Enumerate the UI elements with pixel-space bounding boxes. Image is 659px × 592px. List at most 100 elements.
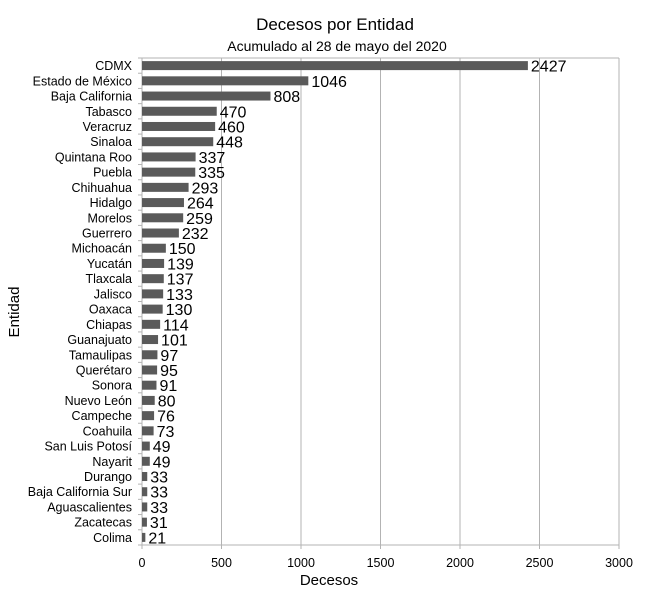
category-label: Estado de México — [33, 74, 132, 88]
bar — [142, 91, 271, 101]
category-label: Morelos — [88, 211, 132, 225]
category-label: Colima — [93, 531, 132, 545]
x-tick-label: 2500 — [526, 556, 554, 570]
bar — [142, 502, 148, 512]
bar — [142, 319, 161, 329]
x-axis-label: Decesos — [300, 572, 358, 589]
data-labels: 2427 1046 808 47046044833733529326425923215… — [148, 59, 566, 548]
bar — [142, 228, 179, 238]
data-label: 335 — [198, 165, 225, 182]
bar — [142, 411, 155, 421]
category-label: San Luis Potosí — [44, 440, 132, 454]
data-label: 91 — [159, 378, 177, 395]
bar — [142, 487, 148, 497]
x-tick-label: 3000 — [605, 556, 633, 570]
category-label: Tamaulipas — [69, 348, 132, 362]
bar — [142, 456, 150, 466]
data-label: 448 — [216, 135, 243, 152]
category-label: Quintana Roo — [55, 150, 132, 164]
category-label: Guanajuato — [67, 333, 132, 347]
data-label: 33 — [150, 500, 168, 517]
category-label: Campeche — [72, 409, 132, 423]
bar — [142, 76, 309, 86]
chart-subtitle: Acumulado al 28 de mayo del 2020 — [227, 38, 447, 54]
category-label: Guerrero — [82, 227, 132, 241]
data-label: 130 — [166, 302, 193, 319]
y-axis-label: Entidad — [6, 287, 23, 338]
bar — [142, 289, 164, 299]
data-label: 133 — [166, 287, 193, 304]
data-label: 337 — [199, 150, 226, 167]
bar — [142, 426, 154, 436]
bars — [142, 61, 528, 542]
category-label: Oaxaca — [89, 303, 132, 317]
category-label: Baja California Sur — [28, 485, 132, 499]
data-label: 470 — [220, 104, 247, 121]
category-label: Tlaxcala — [85, 272, 132, 286]
category-label: Coahuila — [83, 424, 132, 438]
category-label: Hidalgo — [90, 196, 132, 210]
data-label: 33 — [150, 470, 168, 487]
data-label: 460 — [218, 119, 245, 136]
data-label: 1046 — [311, 74, 347, 91]
data-label: 232 — [182, 226, 209, 243]
data-label: 293 — [192, 180, 219, 197]
bar — [142, 152, 196, 162]
category-label: Puebla — [93, 166, 132, 180]
data-label: 264 — [187, 196, 214, 213]
x-tick-label: 0 — [139, 556, 146, 570]
data-label: 139 — [167, 256, 194, 273]
gridlines — [138, 57, 620, 546]
category-label: Baja California — [51, 90, 132, 104]
data-label: 150 — [169, 241, 196, 258]
category-label: Querétaro — [76, 363, 132, 377]
data-label: 73 — [157, 424, 175, 441]
x-tick-label: 1000 — [287, 556, 315, 570]
data-label: 76 — [157, 409, 175, 426]
bar — [142, 182, 189, 192]
category-label: Tabasco — [85, 105, 132, 119]
bar — [142, 350, 158, 360]
category-label: Aguascalientes — [47, 500, 132, 514]
data-label: 49 — [153, 439, 171, 456]
data-label: 33 — [150, 485, 168, 502]
bar — [142, 213, 184, 223]
bar — [142, 243, 166, 253]
bar — [142, 335, 159, 345]
bar — [142, 167, 196, 177]
category-label: Sinaloa — [90, 135, 132, 149]
category-label: Zacatecas — [74, 516, 132, 530]
data-label: 97 — [160, 348, 178, 365]
category-label: Michoacán — [72, 242, 132, 256]
bar — [142, 198, 184, 208]
bar — [142, 441, 150, 451]
bar — [142, 121, 216, 131]
data-label: 31 — [150, 515, 168, 532]
bar — [142, 61, 528, 71]
data-label: 80 — [158, 393, 176, 410]
x-tick-label: 2000 — [446, 556, 474, 570]
bar — [142, 365, 158, 375]
category-label: Nayarit — [92, 455, 132, 469]
chart-title: Decesos por Entidad — [256, 15, 414, 34]
category-label: Veracruz — [83, 120, 132, 134]
bar — [142, 274, 164, 284]
data-label: 95 — [160, 363, 178, 380]
data-label: 259 — [186, 211, 213, 228]
data-label: 114 — [163, 317, 189, 334]
category-label: Sonora — [92, 379, 132, 393]
bar — [142, 137, 214, 147]
x-tick-label: 1500 — [367, 556, 395, 570]
bar — [142, 517, 147, 527]
x-tick-label: 500 — [211, 556, 232, 570]
data-label: 137 — [167, 272, 194, 289]
category-label: Chiapas — [86, 318, 132, 332]
bar — [142, 395, 155, 405]
category-label: CDMX — [95, 59, 132, 73]
data-label: 21 — [148, 530, 166, 547]
data-label: 2427 — [531, 59, 567, 76]
x-axis-ticks: 0 500 1000 1500 2000 2500 3000 — [139, 545, 633, 570]
category-label: Chihuahua — [72, 181, 133, 195]
